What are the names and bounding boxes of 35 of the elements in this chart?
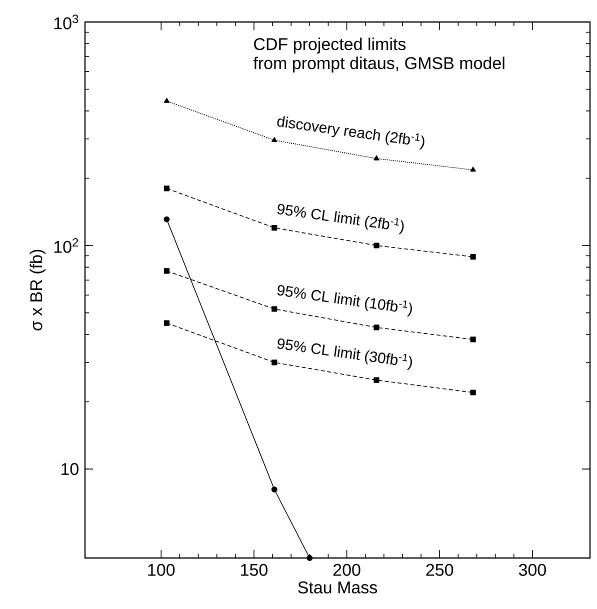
text: 95% CL limit (2fb$^{-1}$) — [277, 204, 404, 234]
point — [272, 136, 278, 142]
point — [374, 242, 380, 248]
point — [272, 225, 278, 231]
y-axis-title: σ x BR (fb) — [30, 250, 46, 330]
y-tick-label: 10$^{2}$ — [54, 238, 78, 253]
point — [164, 186, 170, 192]
y-tick-label: 10$^{3}$ — [54, 14, 78, 30]
point — [164, 268, 170, 274]
text: 95% CL limit (30fb$^{-1}$) — [277, 338, 412, 370]
point — [272, 306, 278, 312]
point — [164, 98, 170, 103]
point — [374, 324, 380, 330]
point — [271, 486, 278, 492]
annotation: CDF projected limits — [254, 38, 406, 54]
point — [374, 155, 380, 160]
point — [374, 377, 380, 383]
point — [164, 320, 170, 326]
x-tick-label: 200 — [333, 564, 360, 576]
point — [272, 360, 278, 366]
text: 95% CL limit (10fb$^{-1}$) — [277, 285, 412, 317]
x-tick-label: 100 — [148, 564, 175, 576]
x-tick-label: 150 — [241, 564, 268, 576]
annotation: from prompt ditaus, GMSB model — [253, 56, 504, 73]
x-tick-label: 250 — [426, 564, 454, 576]
point — [164, 216, 170, 222]
point — [470, 166, 476, 172]
y-tick-label: 10 — [62, 463, 78, 476]
point — [306, 555, 313, 561]
x-axis-title: Stau Mass — [298, 581, 378, 594]
point — [470, 254, 476, 260]
x-tick-label: 300 — [518, 564, 546, 576]
point — [470, 336, 476, 342]
text: discovery reach (2fb$^{-1}$) — [277, 116, 424, 150]
point — [470, 390, 476, 396]
